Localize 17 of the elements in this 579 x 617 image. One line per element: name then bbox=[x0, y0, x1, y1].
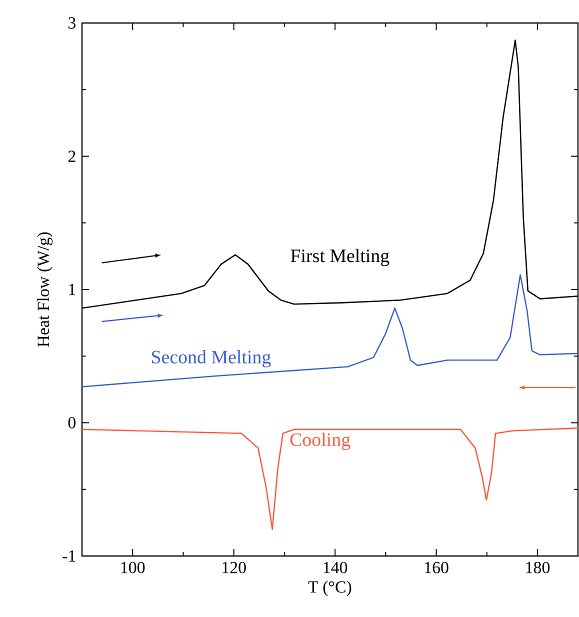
series-label: First Melting bbox=[290, 248, 390, 266]
y-tick-label: 1 bbox=[69, 284, 76, 296]
y-axis-title: Heat Flow (W/g) bbox=[37, 232, 53, 347]
line-series bbox=[82, 427, 578, 530]
series-label: Cooling bbox=[290, 432, 350, 450]
series-label: Second Melting bbox=[152, 350, 271, 368]
line-series bbox=[82, 274, 578, 388]
x-tick-label: 160 bbox=[425, 562, 448, 574]
x-tick-label: 120 bbox=[222, 562, 246, 574]
y-tick-label: 0 bbox=[68, 417, 76, 428]
y-tick-label: -1 bbox=[62, 550, 76, 562]
x-axis-title: T (°C) bbox=[308, 580, 352, 596]
y-tick-label: 3 bbox=[68, 17, 76, 29]
x-tick-label: 180 bbox=[526, 562, 550, 574]
x-tick-label: 140 bbox=[324, 562, 348, 574]
x-tick-label: 100 bbox=[121, 562, 145, 574]
y-tick-label: 2 bbox=[68, 150, 76, 162]
